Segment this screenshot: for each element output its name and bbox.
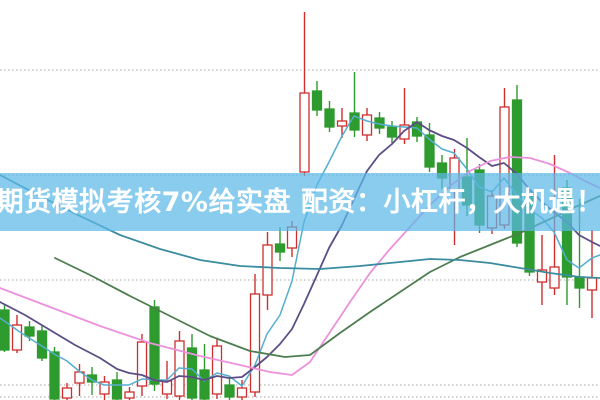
candle-up: [124, 391, 135, 399]
candle-up: [262, 244, 273, 296]
candle-down: [224, 384, 235, 398]
ma-line-ma20: [0, 156, 600, 376]
candle-up: [211, 345, 223, 395]
candle-up: [236, 387, 248, 398]
candle-up: [61, 387, 73, 399]
candle-up: [136, 341, 148, 387]
candle-up: [99, 381, 110, 395]
candle-up: [161, 380, 173, 395]
candle-up: [549, 266, 560, 289]
candle-up: [399, 124, 410, 140]
candle-down: [511, 99, 523, 244]
ad-banner[interactable]: 期货模拟考核7%给实盘 配资：小杠杆，大机遇！: [0, 173, 600, 231]
candle-down: [0, 309, 10, 351]
candle-down: [274, 243, 286, 253]
candle-up: [299, 92, 310, 173]
candle-up: [361, 114, 373, 136]
ma-line-ma60: [0, 174, 600, 279]
candle-down: [24, 326, 35, 337]
candle-down: [311, 90, 323, 111]
candle-up: [536, 269, 548, 283]
candle-up: [586, 277, 598, 291]
candle-down: [36, 330, 48, 359]
candle-down: [574, 276, 585, 289]
candle-down: [386, 126, 398, 138]
ma-line-ma10: [0, 121, 600, 383]
candle-up: [249, 293, 261, 393]
candle-down: [49, 351, 60, 400]
ad-banner-text: 期货模拟考核7%给实盘 配资：小杠杆，大机遇！: [0, 186, 600, 218]
candle-down: [324, 108, 335, 128]
candle-up: [336, 120, 348, 127]
candle-down: [424, 134, 435, 168]
candle-up: [11, 324, 23, 351]
candle-down: [111, 379, 123, 400]
candle-down: [199, 369, 210, 400]
candle-down: [86, 374, 98, 383]
